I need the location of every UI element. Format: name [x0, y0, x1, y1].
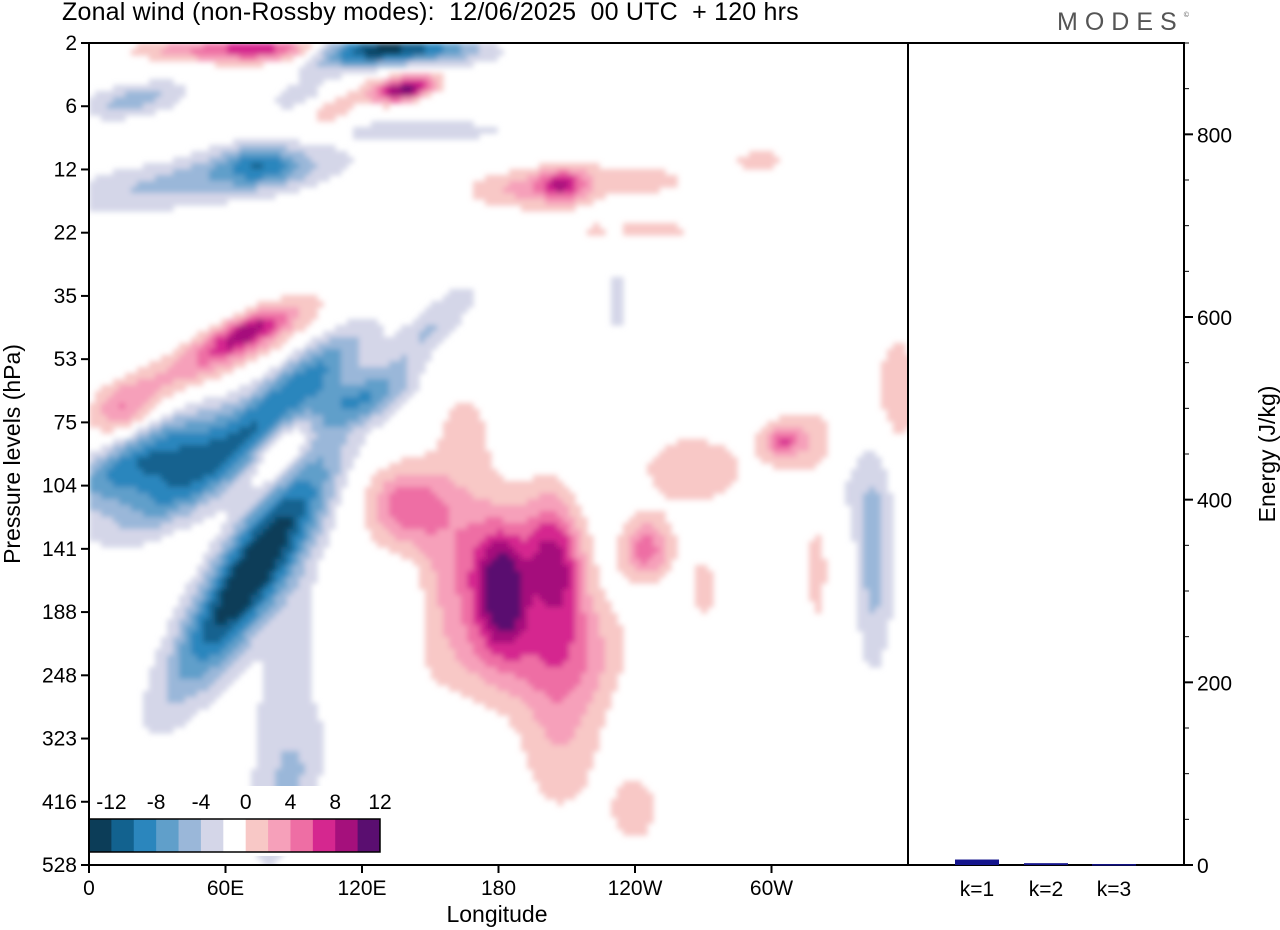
- colorbar-swatch: [290, 819, 314, 852]
- y-tick-label: 6: [65, 95, 77, 118]
- x-tick-label: 180: [481, 877, 516, 900]
- x-tick-label: 120W: [608, 877, 663, 900]
- colorbar-swatch: [268, 819, 291, 852]
- x-tick-label: 60W: [750, 877, 793, 900]
- energy-bar: [1092, 864, 1136, 866]
- energy-frame: [907, 42, 1185, 866]
- energy-axis: 0 200 400 600 800: [1184, 42, 1232, 878]
- colorbar-swatch: [89, 819, 112, 852]
- y-tick-label: 22: [54, 222, 77, 245]
- colorbar-swatch: [357, 819, 381, 852]
- y-tick-label: 188: [42, 601, 77, 624]
- colorbar-label: 4: [285, 791, 297, 814]
- brand-mark: ©: [1183, 12, 1189, 19]
- colorbar-label: -4: [192, 791, 211, 814]
- y-tick-label: 528: [42, 854, 77, 877]
- colorbar-swatch: [223, 819, 247, 852]
- energy-tick-label: 600: [1197, 307, 1232, 330]
- colorbar-swatch: [178, 819, 202, 852]
- y-tick-label: 12: [54, 158, 77, 181]
- longitude-axis: 0 60E 120E 180 120W 60W: [83, 865, 793, 900]
- x-tick-label: 0: [83, 877, 95, 900]
- x-tick-label: 120E: [337, 877, 386, 900]
- heatmap-plot: -12 -8 -4 0 4 8 12 2 6 12 22 35 53 75 104 141 188 248 323…: [0, 32, 909, 927]
- energy-tick-label: 200: [1197, 672, 1232, 695]
- y-axis-label: Pressure levels (hPa): [0, 344, 25, 564]
- colorbar-swatch: [133, 819, 157, 852]
- wavenumber-label: k=3: [1097, 878, 1131, 901]
- energy-axis-label: Energy (J/kg): [1254, 386, 1280, 523]
- y-tick-label: 416: [42, 791, 77, 814]
- colorbar-label: 0: [240, 791, 252, 814]
- y-tick-label: 75: [54, 411, 77, 434]
- colorbar-swatch: [111, 819, 135, 852]
- y-tick-label: 323: [42, 728, 77, 751]
- chart-title: Zonal wind (non-Rossby modes): 12/06/202…: [62, 0, 799, 26]
- wavenumber-label: k=2: [1029, 878, 1063, 901]
- brand-text: MODES: [1057, 8, 1184, 36]
- y-tick-label: 104: [42, 475, 77, 498]
- energy-bar: [955, 859, 999, 865]
- energy-tick-label: 800: [1197, 124, 1232, 147]
- colorbar-swatch: [245, 819, 269, 852]
- y-tick-label: 141: [42, 538, 77, 561]
- pressure-axis: 2 6 12 22 35 53 75 104 141 188 248 323 416 528: [42, 32, 89, 877]
- y-tick-label: 248: [42, 664, 77, 687]
- brand-logo: MODES©: [1057, 8, 1189, 37]
- colorbar-label: 12: [368, 791, 391, 814]
- y-tick-label: 35: [54, 285, 77, 308]
- wavenumber-axis: k=1 k=2 k=3: [960, 878, 1131, 901]
- y-tick-label: 2: [65, 32, 77, 55]
- energy-tick-label: 400: [1197, 490, 1232, 513]
- colorbar: -12 -8 -4 0 4 8 12: [87, 786, 392, 856]
- colorbar-swatch: [200, 819, 224, 852]
- wavenumber-label: k=1: [960, 878, 994, 901]
- colorbar-label: -8: [147, 791, 166, 814]
- x-tick-label: 60E: [207, 877, 244, 900]
- colorbar-label: 8: [329, 791, 341, 814]
- energy-tick-label: 0: [1197, 855, 1209, 878]
- y-tick-label: 53: [54, 348, 77, 371]
- energy-bar: [1024, 863, 1068, 865]
- energy-bar-chart: 0 200 400 600 800 k=1 k=2 k=3 Energy (J/kg): [907, 42, 1280, 901]
- colorbar-swatch: [312, 819, 336, 852]
- colorbar-label: -12: [96, 791, 126, 814]
- colorbar-swatch: [156, 819, 180, 852]
- colorbar-swatch: [335, 819, 359, 852]
- x-axis-label: Longitude: [446, 901, 547, 927]
